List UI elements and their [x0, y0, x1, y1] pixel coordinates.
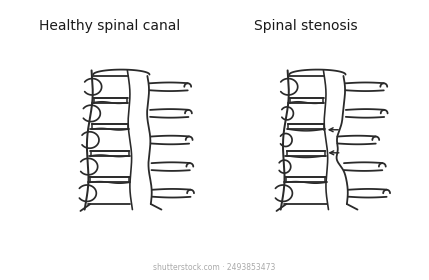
Text: Healthy spinal canal: Healthy spinal canal [39, 19, 181, 33]
Text: Spinal stenosis: Spinal stenosis [254, 19, 358, 33]
Text: shutterstock.com · 2493853473: shutterstock.com · 2493853473 [153, 263, 276, 272]
